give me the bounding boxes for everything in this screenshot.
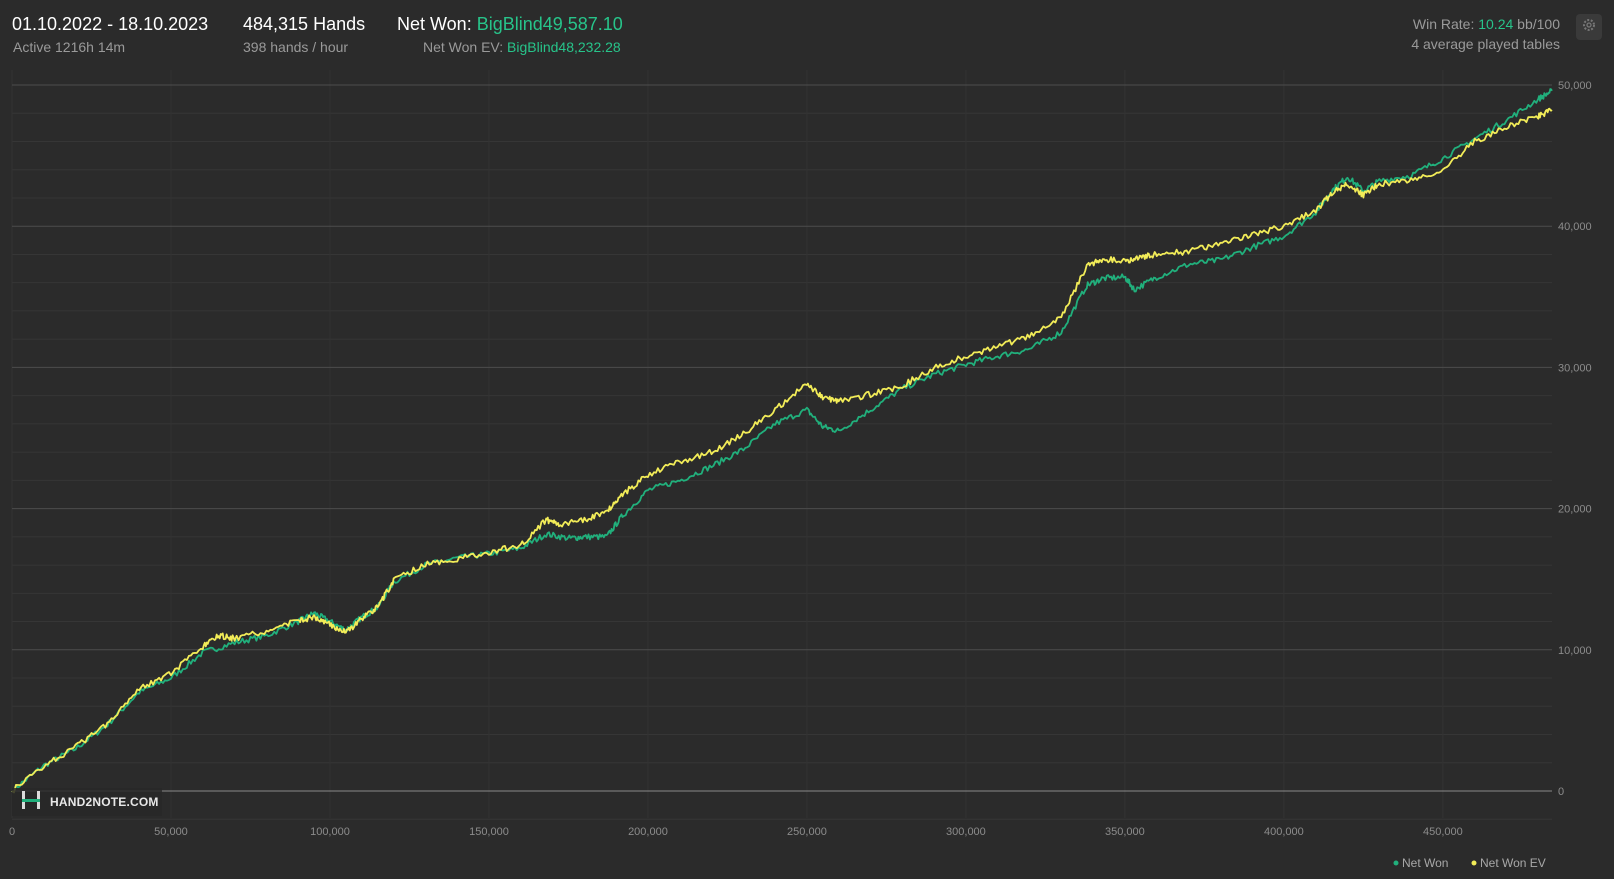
- y-tick-label: 40,000: [1558, 221, 1592, 233]
- net-won-ev-summary: Net Won EV: BigBlind48,232.28: [423, 39, 621, 55]
- x-tick-label: 0: [9, 826, 15, 838]
- date-range[interactable]: 01.10.2022 - 18.10.2023: [12, 14, 209, 34]
- hands-count: 484,315 Hands: [243, 14, 366, 34]
- win-rate-unit: bb/100: [1513, 16, 1560, 32]
- x-tick-label: 400,000: [1264, 826, 1304, 838]
- y-tick-label: 10,000: [1558, 645, 1592, 657]
- hands-per-hour: 398 hands / hour: [243, 39, 349, 55]
- hand2note-logo: HAND2NOTE.COM: [12, 788, 162, 816]
- legend-marker-1: [1471, 860, 1477, 866]
- series-line-0: [11, 88, 1553, 794]
- legend-marker-0: [1393, 860, 1399, 866]
- x-tick-label: 150,000: [469, 826, 509, 838]
- net-won-ev-label: Net Won EV:: [423, 39, 508, 55]
- legend-label-0: Net Won: [1402, 856, 1448, 870]
- net-won-ev-value: BigBlind48,232.28: [507, 39, 621, 55]
- hand2note-logo-icon: [20, 789, 42, 816]
- active-time: Active 1216h 14m: [13, 39, 126, 55]
- logo-text: HAND2NOTE.COM: [50, 795, 159, 809]
- average-tables: 4 average played tables: [1411, 36, 1560, 52]
- x-tick-label: 350,000: [1105, 826, 1145, 838]
- x-tick-label: 250,000: [787, 826, 827, 838]
- gear-icon: [1581, 17, 1597, 38]
- net-won-value: BigBlind49,587.10: [476, 14, 623, 34]
- x-tick-label: 300,000: [946, 826, 986, 838]
- x-tick-label: 200,000: [628, 826, 668, 838]
- y-tick-label: 0: [1558, 786, 1564, 798]
- win-rate-label: Win Rate:: [1412, 16, 1479, 32]
- x-tick-label: 450,000: [1423, 826, 1463, 838]
- x-tick-label: 50,000: [154, 826, 188, 838]
- y-tick-label: 20,000: [1558, 504, 1592, 516]
- win-rate: Win Rate: 10.24 bb/100: [1413, 16, 1560, 32]
- net-won-summary: Net Won: BigBlind49,587.10: [397, 14, 623, 35]
- y-tick-label: 50,000: [1558, 80, 1592, 92]
- net-won-label: Net Won:: [397, 14, 477, 34]
- y-tick-label: 30,000: [1558, 362, 1592, 374]
- x-tick-label: 100,000: [310, 826, 350, 838]
- settings-button[interactable]: [1576, 14, 1602, 40]
- series-line-1: [11, 107, 1553, 794]
- legend-label-1: Net Won EV: [1480, 856, 1546, 870]
- win-rate-value: 10.24: [1478, 16, 1514, 32]
